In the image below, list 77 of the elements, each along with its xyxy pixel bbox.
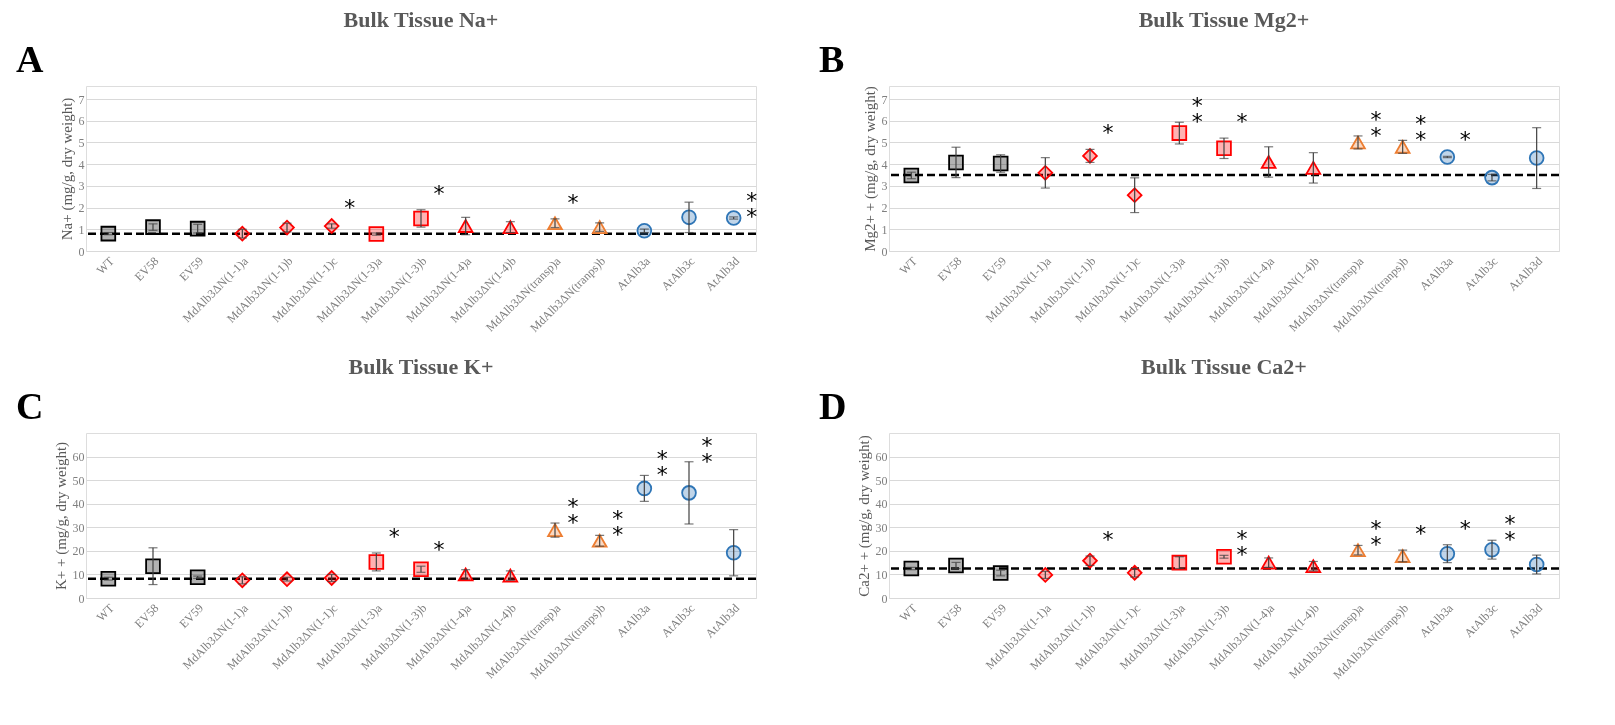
y-tick-label: 40 [875, 497, 888, 512]
y-tick-label: 5 [881, 135, 888, 150]
x-tick-label: WT [896, 253, 921, 278]
y-tick-label: 0 [78, 244, 85, 259]
data-label: * [1459, 127, 1471, 153]
y-tick-label: 10 [72, 567, 85, 582]
data-label: * * [1415, 111, 1427, 153]
point [725, 544, 742, 561]
y-axis-title: Mg2+ + (mg/g, dry weight) [861, 86, 879, 252]
y-tick-label: 4 [881, 157, 888, 172]
y-tick-label: 60 [875, 450, 888, 465]
data-label: * * [1370, 516, 1382, 558]
y-tick-label: 6 [78, 114, 85, 129]
y-tick-label: 60 [72, 450, 85, 465]
text: C [16, 385, 44, 427]
text: D [819, 385, 847, 427]
data-label: * [1102, 120, 1114, 146]
y-tick-label: 30 [875, 520, 888, 535]
data-label: * [344, 194, 356, 220]
point [1528, 150, 1545, 166]
data-label: * * [656, 446, 668, 488]
y-tick-label: 10 [875, 567, 888, 582]
y-tick-label: 3 [881, 179, 888, 194]
data-label: * * [612, 506, 624, 548]
y-tick-label: 6 [881, 114, 888, 129]
data-label: * [1236, 109, 1248, 135]
data-label: * [433, 180, 445, 206]
chart-title: Bulk Tissue Mg2+ [1138, 7, 1310, 32]
data-label: * [567, 189, 579, 215]
data-label: * [1415, 521, 1427, 547]
y-tick-label: 5 [78, 135, 85, 150]
data-label: * * [1236, 526, 1248, 568]
data-label: * * [746, 187, 758, 229]
y-tick-label: 50 [875, 473, 888, 488]
point [636, 480, 653, 497]
y-tick-label: 0 [881, 591, 888, 606]
x-tick-label: WT [896, 600, 921, 625]
y-tick-label: 40 [72, 497, 85, 512]
data-label: * * [1370, 106, 1382, 148]
text: A [16, 38, 44, 80]
y-tick-label: 0 [78, 591, 85, 606]
y-axis-title: Na+ (mg/g, dry weight) [58, 97, 76, 241]
point [1171, 125, 1188, 141]
y-tick-label: 1 [78, 222, 85, 237]
y-tick-label: 7 [881, 92, 888, 107]
data-label: * [388, 523, 400, 549]
data-label: * * [567, 494, 579, 536]
y-tick-label: 4 [78, 157, 85, 172]
data-label: * [433, 537, 445, 563]
y-tick-label: 0 [881, 244, 888, 259]
y-tick-label: 2 [881, 201, 888, 216]
data-label: * [1102, 527, 1114, 553]
chart-title: Bulk Tissue Ca2+ [1141, 354, 1307, 379]
y-tick-label: 3 [78, 179, 85, 194]
x-tick-label: WT [93, 600, 118, 625]
chart-title: Bulk Tissue Na+ [343, 7, 499, 32]
y-tick-label: 20 [875, 544, 888, 559]
data-label: * * [701, 432, 713, 474]
text: B [819, 38, 845, 80]
y-tick-label: 30 [72, 520, 85, 535]
y-tick-label: 2 [78, 201, 85, 216]
point [1528, 556, 1545, 573]
data-label: * * [1191, 93, 1203, 135]
point [100, 225, 117, 242]
y-tick-label: 7 [78, 92, 85, 107]
x-tick-label: WT [93, 253, 118, 278]
y-tick-label: 20 [72, 544, 85, 559]
data-label: * * [1504, 511, 1516, 553]
y-tick-label: 50 [72, 473, 85, 488]
y-axis-title: Ca2+ + (mg/g, dry weight) [855, 435, 873, 597]
data-label: * [1459, 515, 1471, 541]
point [903, 560, 920, 577]
point [1439, 545, 1456, 562]
y-axis-title: K+ + (mg/g, dry weight) [52, 441, 70, 591]
point [368, 554, 385, 570]
y-tick-label: 1 [881, 222, 888, 237]
chart-title: Bulk Tissue K+ [348, 354, 494, 379]
